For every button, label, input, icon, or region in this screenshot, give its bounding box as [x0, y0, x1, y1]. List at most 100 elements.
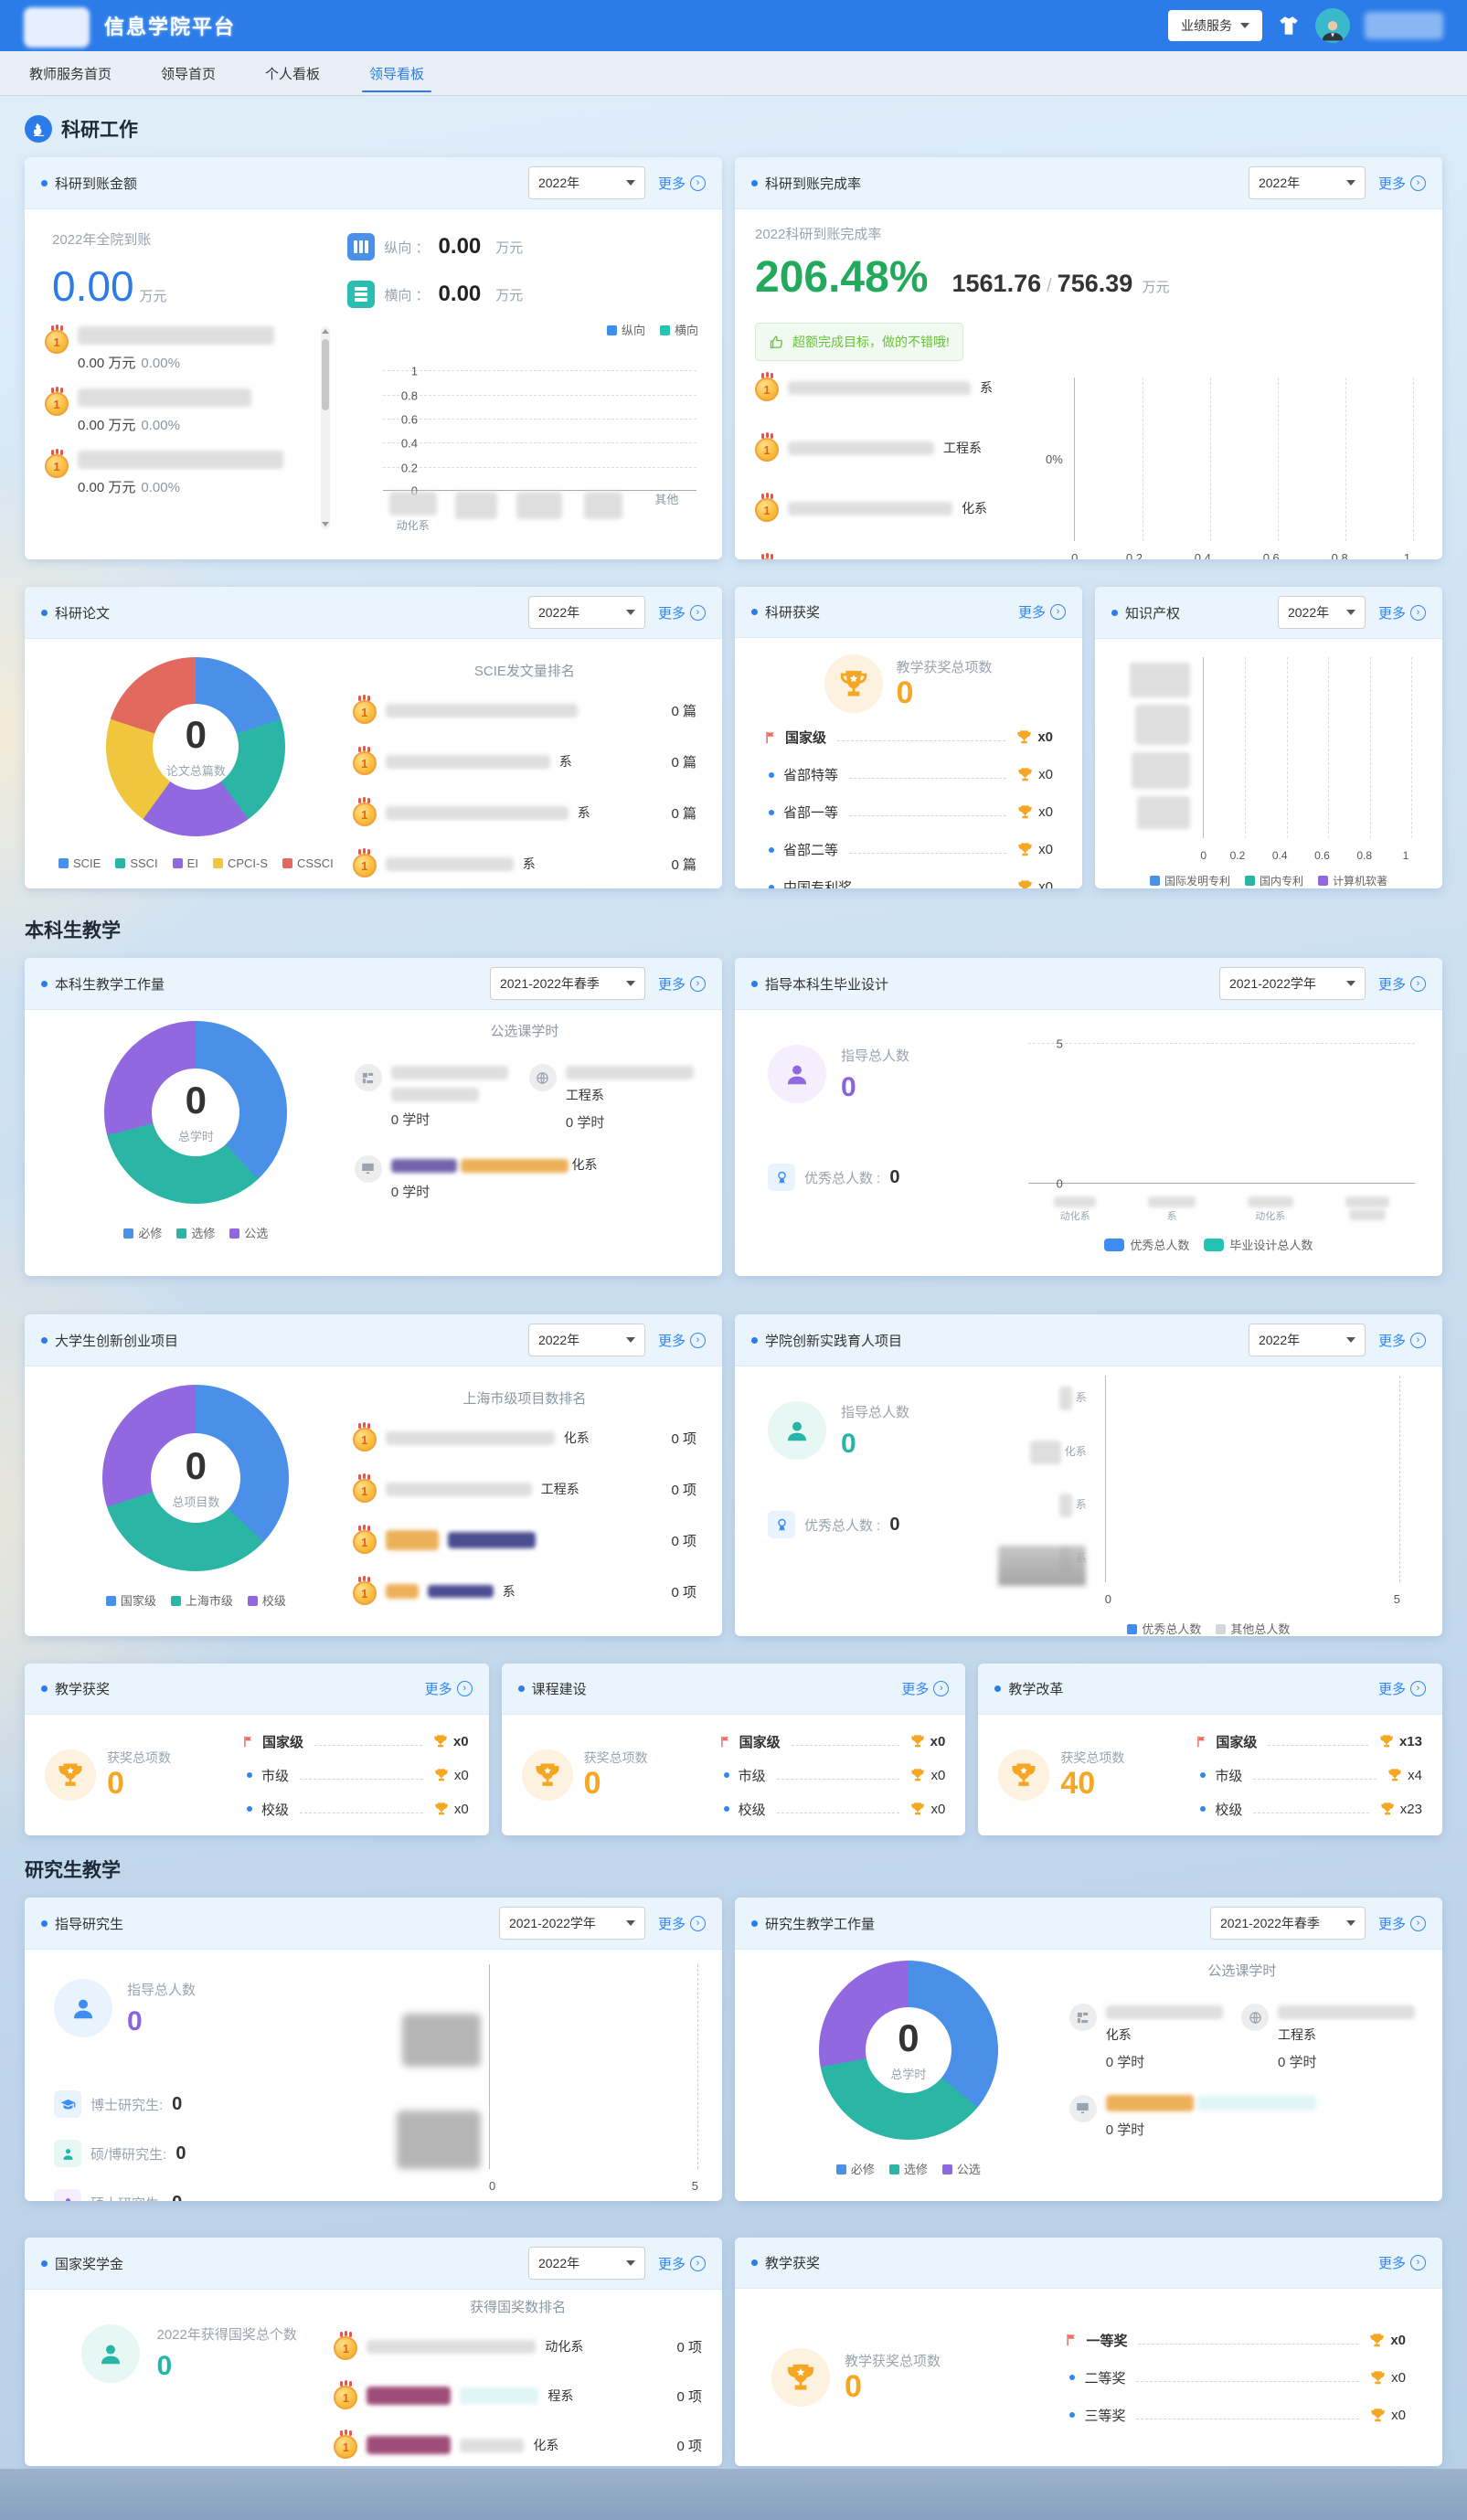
- arrival-bar-chart: 纵向 横向 1 0.8 0.6 0.4 0.2 0 动化系: [341, 324, 702, 538]
- award-row: 一等奖 x0: [1065, 2331, 1406, 2350]
- more-link[interactable]: 更多: [1378, 974, 1426, 994]
- term-select[interactable]: 2021-2022年春季: [1209, 1907, 1366, 1940]
- more-link[interactable]: 更多: [1378, 1331, 1426, 1350]
- redacted-label: [1132, 752, 1190, 789]
- ranking-row: 1 动化系 0 项: [334, 2331, 702, 2360]
- ranking-row: 1 0.00 万元 0.00%: [45, 324, 319, 372]
- medal-icon: 1: [755, 372, 779, 401]
- main-nav: 教师服务首页 领导首页 个人看板 领导看板: [0, 51, 1467, 95]
- legend-vertical[interactable]: 纵向: [606, 321, 645, 338]
- circle-arrow-icon: [690, 975, 706, 992]
- year-select[interactable]: 2022年: [1277, 596, 1366, 629]
- dept-item: 0 学时: [1068, 2094, 1415, 2139]
- ip-bar-chart: 0 0.2 0.4 0.6 0.8 1: [1115, 657, 1422, 866]
- more-link[interactable]: 更多: [658, 174, 706, 193]
- year-select[interactable]: 2022年: [1248, 166, 1366, 199]
- section-undergrad-title: 本科生教学: [25, 920, 121, 941]
- medal-icon: 1: [334, 2331, 358, 2360]
- user-avatar[interactable]: [1315, 8, 1350, 43]
- more-link[interactable]: 更多: [658, 2254, 706, 2273]
- person-icon: [768, 1401, 826, 1460]
- more-link[interactable]: 更多: [1018, 602, 1066, 622]
- monitor-icon: [1068, 2094, 1097, 2122]
- award-row: 中国专利奖 x0: [764, 877, 1053, 888]
- x-label: 其他: [654, 493, 679, 507]
- completion-fraction: 1561.76/756.39 万元: [951, 270, 1170, 297]
- flag-icon: [1196, 1734, 1208, 1749]
- card-title: 教学获奖: [765, 2256, 821, 2271]
- x-label: 系: [1147, 1196, 1196, 1225]
- redacted-name: [78, 451, 283, 470]
- card-title: 大学生创新创业项目: [55, 1333, 179, 1349]
- tab-teacher-home[interactable]: 教师服务首页: [29, 66, 112, 82]
- card-header: 科研论文 2022年 更多: [25, 587, 722, 639]
- chevron-down-icon: [1345, 1920, 1355, 1926]
- ms-phd-count: 硕/博研究生: 0: [54, 2140, 308, 2167]
- more-link[interactable]: 更多: [1378, 1679, 1426, 1698]
- award-row: 省部一等 x0: [764, 803, 1053, 822]
- supervision-bar-chart: 05 博士研究生 硕博研究生 硕士研究生: [308, 1964, 702, 2200]
- medal-icon: 1: [755, 493, 779, 522]
- more-link[interactable]: 更多: [1378, 1914, 1426, 1933]
- chevron-down-icon: [625, 2260, 635, 2266]
- more-link[interactable]: 更多: [658, 974, 706, 994]
- chevron-down-icon: [1345, 981, 1355, 986]
- medal-icon: 1: [352, 797, 377, 826]
- dept-item: 0 学时: [354, 1064, 520, 1132]
- bullet-icon: [41, 980, 48, 987]
- medal-icon: 1: [352, 848, 377, 877]
- chevron-down-icon: [1345, 180, 1355, 186]
- service-menu-button[interactable]: 业绩服务: [1168, 10, 1262, 41]
- circle-arrow-icon: [690, 2255, 706, 2271]
- scrollbar[interactable]: [321, 326, 330, 530]
- term-select[interactable]: 2021-2022学年: [1218, 967, 1366, 1000]
- year-select[interactable]: 2022年: [527, 596, 645, 629]
- tab-leader-board[interactable]: 领导看板: [362, 51, 432, 96]
- globe-icon: [1241, 2004, 1269, 2031]
- ranking-row: 1 化系: [755, 493, 1043, 522]
- bullet-icon: [751, 980, 758, 987]
- x-label: 动化系: [1054, 1196, 1097, 1225]
- term-select[interactable]: 2021-2022年春季: [489, 967, 645, 1000]
- ranking-row: 1系: [755, 553, 1043, 559]
- circle-arrow-icon: [690, 1915, 706, 1931]
- section-graduate-title: 研究生教学: [25, 1860, 121, 1881]
- top-bar: 信息学院平台 业绩服务: [0, 0, 1467, 51]
- papers-donut-chart: 0 论文总篇数: [106, 657, 286, 836]
- year-select[interactable]: 2022年: [527, 2247, 645, 2280]
- redacted-label: [402, 2014, 482, 2067]
- card-title: 科研论文: [55, 605, 111, 622]
- card-header: 知识产权 2022年 更多: [1095, 587, 1442, 639]
- tab-leader-home[interactable]: 领导首页: [161, 66, 217, 82]
- ranking-row: 1 0.00 万元 0.00%: [45, 387, 319, 434]
- circle-arrow-icon: [690, 1332, 706, 1348]
- more-link[interactable]: 更多: [901, 1679, 950, 1698]
- tab-personal-board[interactable]: 个人看板: [265, 66, 321, 82]
- globe-icon: [528, 1064, 557, 1091]
- more-link[interactable]: 更多: [658, 1331, 706, 1350]
- year-select[interactable]: 2022年: [1248, 1324, 1366, 1356]
- card-header: 大学生创新创业项目 2022年 更多: [25, 1314, 722, 1366]
- card-title: 知识产权: [1125, 605, 1181, 622]
- more-link[interactable]: 更多: [658, 603, 706, 622]
- tshirt-icon[interactable]: [1277, 14, 1301, 37]
- ranking-row: 1 工程系 0 项: [352, 1473, 696, 1503]
- term-select[interactable]: 2021-2022学年: [498, 1907, 645, 1940]
- year-select[interactable]: 2022年: [527, 1324, 645, 1356]
- flag-icon: [764, 729, 778, 746]
- more-link[interactable]: 更多: [658, 1914, 706, 1933]
- total-amount: 0.00: [52, 262, 134, 310]
- x-label: [510, 490, 569, 521]
- more-link[interactable]: 更多: [1378, 174, 1426, 193]
- medal-icon: 1: [352, 746, 377, 775]
- more-link[interactable]: 更多: [425, 1679, 473, 1698]
- trophy-icon: [45, 1749, 96, 1801]
- more-link[interactable]: 更多: [1378, 2253, 1426, 2272]
- more-link[interactable]: 更多: [1378, 603, 1426, 622]
- year-select[interactable]: 2022年: [527, 166, 645, 199]
- award-row: 二等奖 x0: [1065, 2368, 1406, 2387]
- medal-icon: 1: [334, 2430, 358, 2459]
- legend-horizontal[interactable]: 横向: [659, 321, 698, 338]
